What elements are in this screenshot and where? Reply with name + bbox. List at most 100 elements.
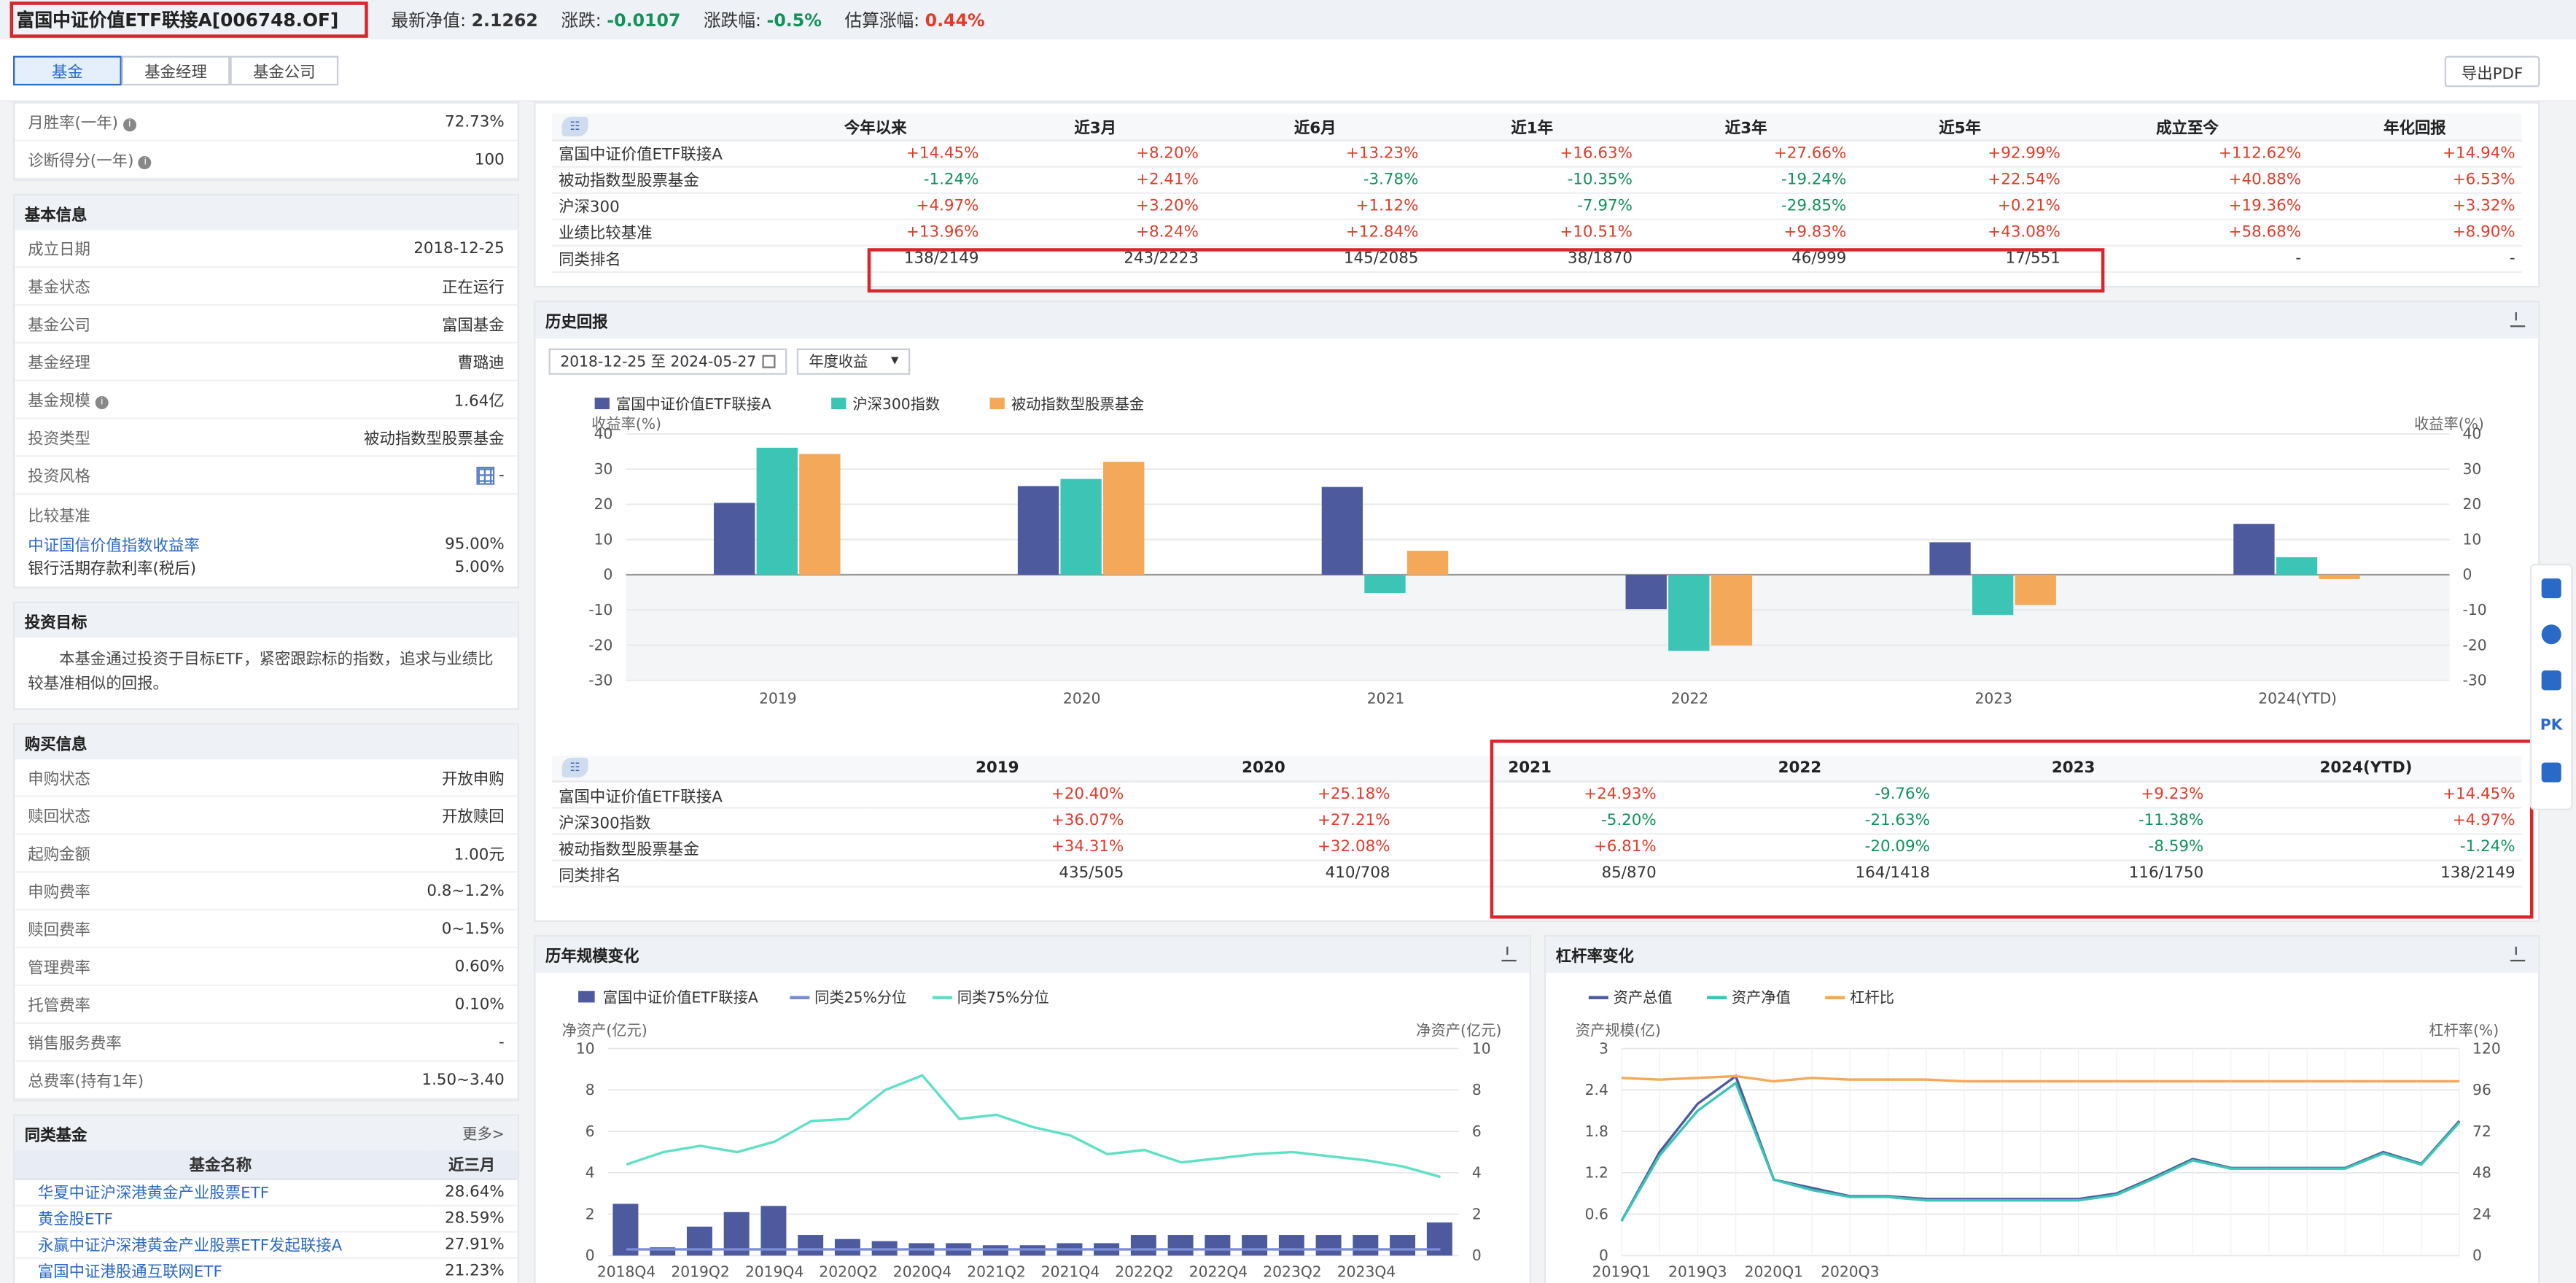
bar (1321, 486, 1363, 574)
y-tick-label-right: 6 (1472, 1122, 1482, 1139)
table-row: 富国中证价值ETF联接A +20.40% +25.18% +24.93% -9.76% +… (552, 781, 2522, 809)
col-header: 近3月 (985, 113, 1206, 141)
y-tick-label: 0 (604, 565, 613, 583)
info-icon[interactable]: i (139, 155, 152, 168)
left-column: 月胜率(一年) i 72.73% 诊断得分(一年) i 100 基本信息 成立日期 201… (13, 101, 520, 1283)
y-tick-label: 40 (594, 424, 613, 441)
bookmark-icon (2541, 578, 2561, 599)
legend-label: 富国中证价值ETF联接A (603, 988, 758, 1005)
legend-swatch (594, 397, 610, 408)
y-tick-label-right: 0 (1472, 1246, 1482, 1263)
table-row: 被动指数型股票基金 -1.24% +2.41% -3.78% -10.35% -19.24… (552, 166, 2522, 193)
y-tick-label: 10 (594, 530, 613, 547)
bar (714, 502, 755, 574)
yearly-returns-table: ☷ 2019 2020 2021 2022 2023 2024(YTD) 富国中证价值ETF联… (552, 755, 2522, 888)
download-icon[interactable] (2510, 311, 2526, 327)
export-pdf-button[interactable]: 导出PDF (2444, 55, 2540, 88)
purchase-row: 申购费率 0.8~1.2% (15, 872, 518, 911)
date-range-picker[interactable]: 2018-12-25 至 2024-05-27 (548, 347, 788, 374)
bar (1972, 573, 2014, 614)
y-tick-label: 2 (585, 1204, 595, 1222)
x-tick-label: 2021Q4 (1041, 1263, 1100, 1280)
x-tick-label: 2019Q4 (745, 1263, 803, 1280)
y-tick-label-right: 40 (2463, 424, 2482, 441)
y-tick-label: 20 (594, 495, 613, 512)
x-tick-label: 2020Q2 (819, 1263, 877, 1280)
y-tick-label: 0 (1599, 1246, 1608, 1263)
y-tick-label-right: 2 (1472, 1204, 1482, 1222)
calendar-icon (763, 354, 777, 368)
legend-swatch (578, 990, 595, 1002)
bar (1426, 1221, 1452, 1255)
plus-icon (2541, 670, 2561, 691)
col-fund-name: 基金名称 (15, 1150, 427, 1179)
more-link[interactable]: 更多> (462, 1127, 505, 1144)
tab-fund[interactable]: 基金 (13, 55, 122, 86)
rail-plus-button[interactable] (2532, 657, 2571, 703)
bottom-charts: 历年规模变化 富国中证价值ETF联接A 同类25%分位 同类75%分位 净资产(亿元)… (534, 934, 2540, 1283)
x-tick-label: 2023Q2 (1263, 1263, 1321, 1280)
download-icon[interactable] (1501, 945, 1517, 961)
info-row: 成立日期 2018-12-25 (15, 230, 518, 268)
x-tick-label: 2020 (1063, 689, 1101, 706)
table-icon: ☷ (561, 116, 588, 136)
cart-icon (2541, 762, 2561, 783)
download-icon[interactable] (2510, 945, 2526, 961)
tab-fund-company[interactable]: 基金公司 (230, 55, 339, 86)
info-icon[interactable]: i (122, 117, 136, 131)
bar (1103, 460, 1145, 574)
y-tick-label: 30 (594, 460, 613, 477)
col-header: 2023 (1937, 755, 2211, 783)
info-icon[interactable]: i (95, 395, 109, 408)
legend-label: 被动指数型股票基金 (1011, 395, 1144, 412)
bar (1711, 573, 1753, 645)
bar (760, 1205, 787, 1255)
objective-panel: 投资目标 本基金通过投资于目标ETF，紧密跟踪标的指数，追求与业绩比较基准相似的… (13, 601, 520, 710)
bar (1315, 1233, 1342, 1255)
bar (1390, 1233, 1416, 1255)
tab-fund-manager[interactable]: 基金经理 (121, 55, 230, 86)
y-tick-label-right: 0 (2472, 1246, 2482, 1263)
fund-title: 富国中证价值ETF联接A[006748.OF] (9, 1, 368, 38)
y-tick-label-right: -10 (2463, 600, 2487, 618)
peer-funds-panel: 同类基金 更多> 基金名称 近三月 华夏中证沪深港黄金产业股票ETF 28.64% 黄… (13, 1114, 520, 1283)
style-box-icon[interactable] (475, 465, 494, 484)
col-header: 今年以来 (765, 113, 986, 141)
series-line (1620, 1080, 2461, 1221)
y-tick-label: 6 (585, 1122, 595, 1139)
main-column: ☷ 今年以来 近3月 近6月 近1年 近3年 近5年 成立至今 年化回报 富国中证价值ETF联接A… (534, 101, 2540, 1283)
col-header: 2024(YTD) (2210, 755, 2522, 783)
rail-cart-button[interactable] (2532, 749, 2571, 795)
x-tick-label: 2018Q4 (597, 1263, 655, 1280)
bar (1017, 485, 1059, 574)
tab-bar: 基金 基金经理 基金公司 导出PDF (0, 39, 2576, 102)
legend-label: 资产总值 (1614, 988, 1673, 1005)
legend-label: 杠杆比 (1850, 988, 1894, 1005)
rail-pk-button[interactable]: PK (2540, 718, 2563, 735)
legend-label: 同类75%分位 (957, 988, 1049, 1005)
x-tick-label: 2021 (1367, 689, 1405, 706)
magnifier-icon (2541, 624, 2561, 645)
legend-label: 沪深300指数 (852, 395, 940, 412)
x-tick-label: 2020Q4 (893, 1263, 952, 1280)
rail-diagnose-button[interactable] (2532, 611, 2571, 657)
col-header: 近5年 (1853, 113, 2067, 141)
y-tick-label: -10 (588, 600, 612, 618)
info-row: 投资类型 被动指数型股票基金 (15, 419, 518, 457)
scale-title: 历年规模变化 (535, 936, 1530, 972)
bar (798, 1233, 824, 1255)
purchase-row: 总费率(持有1年) 1.50~3.40 (15, 1062, 518, 1100)
y-tick-label-right: 4 (1472, 1163, 1482, 1181)
y-tick-label-right: 0 (2463, 565, 2472, 583)
return-mode-select[interactable]: 年度收益 ▼ (797, 347, 911, 374)
bar (1060, 478, 1102, 574)
table-row: 同类排名 435/505 410/708 85/870 164/1418 116/1750… (552, 860, 2522, 888)
leverage-panel: 杠杆率变化 资产总值 资产净值 杠杆比 资产规模(亿) 杠杆率(%) 3 120 2.4 96 1… (1544, 934, 2540, 1283)
series-line (1621, 1074, 2460, 1082)
rail-add-button[interactable] (2532, 565, 2571, 611)
col-header: 2022 (1662, 755, 1937, 783)
y-tick-label-right: 10 (2463, 530, 2482, 547)
x-tick-label: 2020Q3 (1821, 1263, 1879, 1280)
